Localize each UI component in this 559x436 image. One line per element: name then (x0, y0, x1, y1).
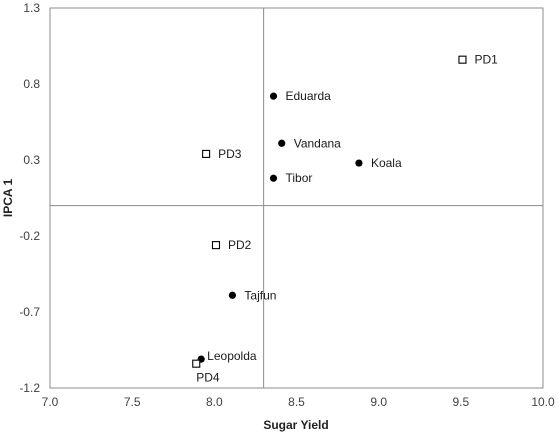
x-tick-label-7-5: 7.5 (124, 395, 141, 409)
y-tick-label--0-2: -0.2 (19, 229, 40, 243)
point-pd2 (211, 241, 221, 250)
x-tick-label-8-5: 8.5 (288, 395, 305, 409)
point-koala (355, 159, 363, 167)
point-tibor (269, 174, 278, 182)
y-tick-label--0-7: -0.7 (19, 305, 40, 319)
point-label-pd4: PD4 (196, 371, 220, 385)
point-vandana (278, 139, 286, 147)
y-tick-label-0-3: 0.3 (23, 153, 40, 167)
x-tick-label-8-0: 8.0 (206, 395, 223, 409)
plot-area (49, 7, 544, 389)
x-tick-label-10-0: 10.0 (531, 395, 555, 409)
point-label-koala: Koala (371, 156, 402, 170)
point-pd3 (202, 149, 211, 158)
point-eduarda (269, 92, 278, 100)
point-label-tajfun: Tajfun (244, 288, 276, 302)
x-axis-title: Sugar Yield (263, 418, 328, 432)
point-label-eduarda: Eduarda (285, 89, 331, 103)
point-label-pd2: PD2 (228, 238, 252, 252)
point-label-tibor: Tibor (285, 171, 312, 185)
point-label-leopolda: Leopolda (207, 349, 257, 363)
reference-lines (50, 8, 543, 388)
x-tick-label-7-0: 7.0 (42, 395, 59, 409)
point-label-pd1: PD1 (474, 53, 498, 67)
x-axis-ticks: 7.0 7.5 8.0 8.5 9.0 9.5 10.0 (42, 395, 555, 409)
y-tick-label-0-8: 0.8 (23, 77, 40, 91)
point-pd1 (458, 55, 467, 64)
y-tick-label-1-3: 1.3 (23, 1, 40, 15)
point-tajfun (228, 291, 237, 299)
y-tick-label--1-2: -1.2 (19, 381, 40, 395)
data-points: Eduarda Vandana Koala Tibor Tajfun Leopolda PD… (192, 53, 498, 385)
y-axis-ticks: 1.3 0.8 0.3 -0.2 -0.7 -1.2 (19, 1, 40, 395)
x-tick-label-9-0: 9.0 (370, 395, 387, 409)
point-label-pd3: PD3 (218, 147, 242, 161)
point-pd4 (192, 359, 201, 368)
point-label-vandana: Vandana (294, 136, 341, 150)
y-axis-title: IPCA 1 (1, 179, 15, 218)
x-tick-label-9-5: 9.5 (452, 395, 469, 409)
